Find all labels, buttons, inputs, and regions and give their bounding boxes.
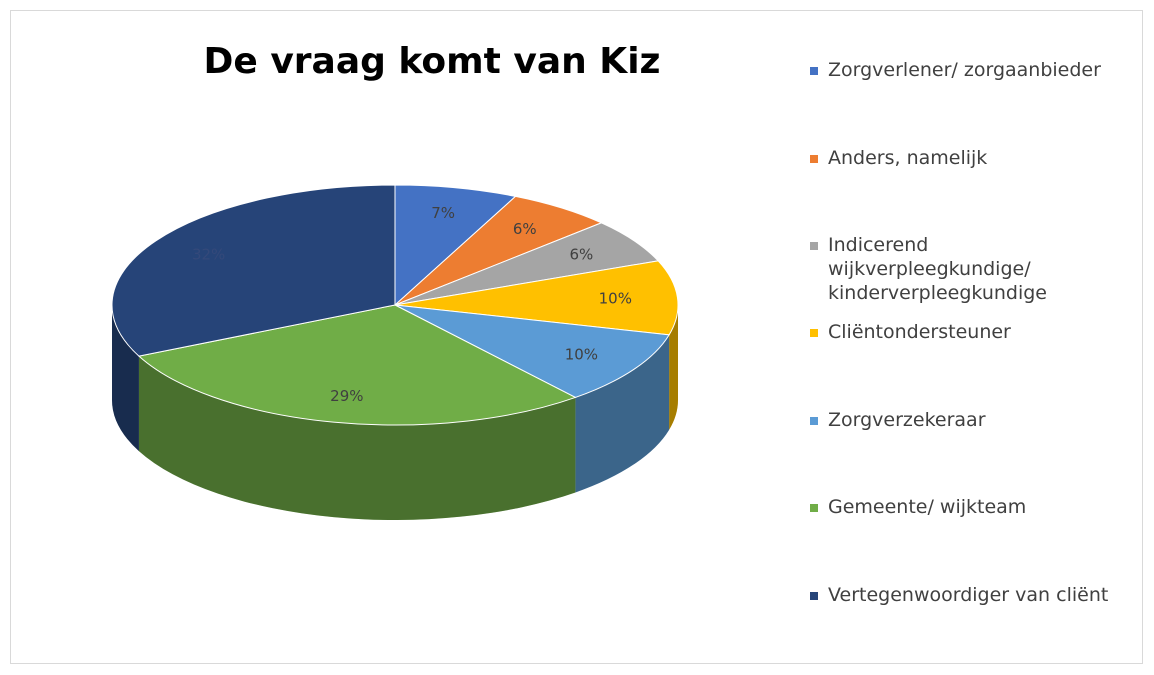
- slice-side-shade: [112, 305, 139, 452]
- legend-swatch: [810, 155, 818, 163]
- slice-side: [138, 356, 576, 520]
- legend-swatch: [810, 417, 818, 425]
- legend-label: Zorgverzekeraar: [828, 409, 986, 431]
- data-label: 10%: [565, 346, 598, 364]
- legend-label: Gemeente/ wijkteam: [828, 496, 1027, 518]
- slice-side: [112, 305, 139, 452]
- pie-slice: [394, 304, 670, 399]
- legend-swatch: [810, 504, 818, 512]
- data-label: 7%: [431, 204, 455, 222]
- pie-slice: [137, 304, 577, 426]
- legend-item: Vertegenwoordiger van cliënt: [810, 583, 1128, 607]
- legend-item: Gemeente/ wijkteam: [810, 495, 1128, 519]
- data-label: 6%: [513, 220, 537, 238]
- legend-label: Zorgverlener/ zorgaanbieder: [828, 59, 1101, 81]
- chart-title: De vraag komt van Kiz: [203, 41, 660, 82]
- legend-item: Zorgverzekeraar: [810, 408, 1128, 432]
- legend-label: Cliëntondersteuner: [828, 321, 1011, 343]
- legend-item: Indicerend wijkverpleegkundige/ kinderve…: [810, 233, 1128, 305]
- legend-label: Anders, namelijk: [828, 147, 988, 169]
- chart-frame: [10, 10, 1143, 664]
- legend-label: Vertegenwoordiger van cliënt: [828, 584, 1109, 606]
- legend-swatch: [810, 592, 818, 600]
- legend-swatch: [810, 242, 818, 250]
- legend-item: Cliëntondersteuner: [810, 320, 1128, 344]
- data-label: 29%: [330, 387, 363, 405]
- slice-side: [669, 305, 678, 430]
- legend-item: Zorgverlener/ zorgaanbieder: [810, 58, 1128, 82]
- pie-slice: [394, 184, 517, 307]
- legend-swatch: [810, 67, 818, 75]
- legend-label: Indicerend wijkverpleegkundige/ kinderve…: [828, 234, 1048, 304]
- slice-side-shade: [575, 334, 670, 493]
- data-label: 10%: [599, 290, 632, 308]
- data-label: 6%: [569, 245, 593, 263]
- legend-swatch: [810, 329, 818, 337]
- pie-slice: [394, 260, 679, 336]
- slice-side-shade: [138, 356, 576, 520]
- legend-item: Anders, namelijk: [810, 146, 1128, 170]
- pie-slice: [111, 184, 396, 357]
- data-label: 32%: [192, 245, 225, 263]
- slice-side: [575, 334, 670, 493]
- slice-side-shade: [669, 305, 678, 430]
